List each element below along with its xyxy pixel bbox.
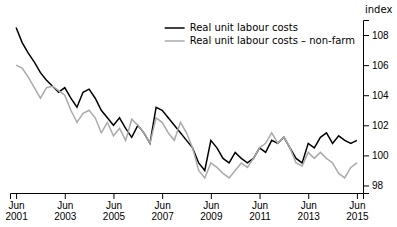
y-tick-mark [363,185,369,186]
x-tick-label-line: Jun [203,200,219,211]
legend: Real unit labour costs Real unit labour c… [165,22,355,46]
x-tick: Jun2001 [5,193,28,222]
y-tick: 104 [363,90,389,101]
y-tick-mark [363,125,369,126]
y-tick: 100 [363,150,389,161]
x-tick: Jun2015 [346,193,369,222]
y-tick-label: 104 [372,90,389,101]
legend-item: Real unit labour costs [165,22,298,33]
x-axis: Jun2001Jun2003Jun2005Jun2007Jun2009Jun20… [5,193,369,222]
x-tick-label: Jun2015 [346,200,369,222]
y-tick-mark [363,155,369,156]
x-tick-label-line: 2005 [103,211,126,222]
x-tick-label: Jun2009 [200,200,223,222]
x-tick-label-line: 2007 [152,211,175,222]
chart: Jun2001Jun2003Jun2005Jun2007Jun2009Jun20… [0,0,397,227]
x-tick-label: Jun2001 [5,200,28,222]
x-tick: Jun2009 [200,193,223,222]
x-tick: Jun2013 [298,193,321,222]
x-tick-label-line: 2001 [5,211,28,222]
lines [16,28,357,178]
plot: Jun2001Jun2003Jun2005Jun2007Jun2009Jun20… [5,4,392,222]
legend-label: Real unit labour costs – non-farm [190,35,355,46]
x-tick-label-line: Jun [252,200,268,211]
x-tick: Jun2003 [54,193,77,222]
x-tick-mark [113,193,114,199]
y-tick: 102 [363,120,389,131]
series-line [16,65,357,178]
y-tick-label: 98 [372,180,384,191]
y-axis-title: index [365,4,392,15]
x-tick-label-line: 2009 [200,211,223,222]
x-tick-label-line: Jun [9,200,25,211]
y-tick: 108 [363,30,389,41]
y-tick-mark [363,65,369,66]
y-tick-label: 106 [372,60,389,71]
x-tick-label-line: Jun [349,200,365,211]
x-tick-label: Jun2007 [152,200,175,222]
y-tick-mark [363,95,369,96]
x-tick-label: Jun2011 [249,200,271,222]
x-tick-label-line: 2003 [54,211,77,222]
legend-item: Real unit labour costs – non-farm [165,35,355,46]
x-tick-label-line: Jun [301,200,317,211]
y-tick-label: 108 [372,30,389,41]
x-axis-line [11,194,364,200]
x-tick-mark [16,193,17,199]
x-tick-label-line: Jun [106,200,122,211]
legend-swatch [165,27,185,29]
x-tick-mark [65,193,66,199]
x-tick: Jun2005 [103,193,126,222]
y-axis: 98 100 102 104 106 108 [363,21,389,194]
x-tick-mark [211,193,212,199]
y-tick: 106 [363,60,389,71]
x-tick-label: Jun2003 [54,200,77,222]
y-tick-mark [363,35,369,36]
x-tick-mark [162,193,163,199]
x-tick-label-line: 2013 [298,211,321,222]
legend-swatch [165,40,185,42]
x-tick-mark [260,193,261,199]
x-tick-label-line: Jun [57,200,73,211]
x-tick-mark [308,193,309,199]
y-tick-label: 102 [372,120,389,131]
x-tick-label-line: 2015 [346,211,369,222]
y-tick-label: 100 [372,150,389,161]
x-tick: Jun2011 [249,193,271,222]
series-line [16,28,357,171]
x-tick-label: Jun2005 [103,200,126,222]
legend-label: Real unit labour costs [190,22,298,33]
y-axis-line [364,21,370,194]
x-tick-label-line: 2011 [249,211,271,222]
x-tick: Jun2007 [152,193,175,222]
x-tick-mark [357,193,358,199]
y-tick: 98 [363,180,384,191]
x-tick-label: Jun2013 [298,200,321,222]
x-tick-label-line: Jun [155,200,171,211]
